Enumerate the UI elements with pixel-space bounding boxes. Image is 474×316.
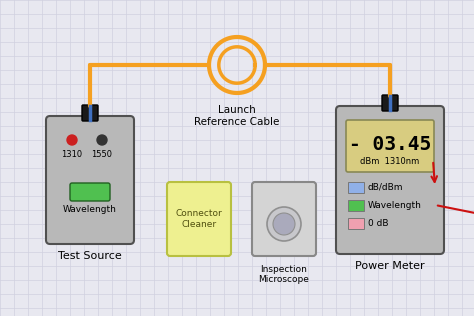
Text: dBm  1310nm: dBm 1310nm: [360, 157, 419, 167]
Text: Connector
Cleaner: Connector Cleaner: [176, 209, 222, 229]
Text: 0 dB: 0 dB: [368, 219, 389, 228]
Circle shape: [97, 135, 107, 145]
Circle shape: [273, 213, 295, 235]
Text: - 03.45: - 03.45: [349, 135, 431, 154]
Text: dB/dBm: dB/dBm: [368, 183, 403, 192]
Text: Wavelength: Wavelength: [63, 205, 117, 215]
FancyBboxPatch shape: [167, 182, 231, 256]
FancyBboxPatch shape: [382, 95, 398, 111]
Text: Power Meter: Power Meter: [355, 261, 425, 271]
FancyBboxPatch shape: [348, 182, 364, 193]
Circle shape: [267, 207, 301, 241]
FancyBboxPatch shape: [346, 120, 434, 172]
Text: Inspection
Microscope: Inspection Microscope: [258, 265, 310, 284]
Text: Wavelength: Wavelength: [368, 201, 422, 210]
Text: 1550: 1550: [91, 150, 112, 159]
FancyBboxPatch shape: [252, 182, 316, 256]
Text: Test Source: Test Source: [58, 251, 122, 261]
FancyBboxPatch shape: [70, 183, 110, 201]
Circle shape: [67, 135, 77, 145]
Text: Launch
Reference Cable: Launch Reference Cable: [194, 105, 280, 127]
Text: 1310: 1310: [62, 150, 82, 159]
FancyBboxPatch shape: [348, 200, 364, 211]
FancyBboxPatch shape: [46, 116, 134, 244]
FancyBboxPatch shape: [336, 106, 444, 254]
FancyBboxPatch shape: [348, 218, 364, 229]
FancyBboxPatch shape: [82, 105, 98, 121]
